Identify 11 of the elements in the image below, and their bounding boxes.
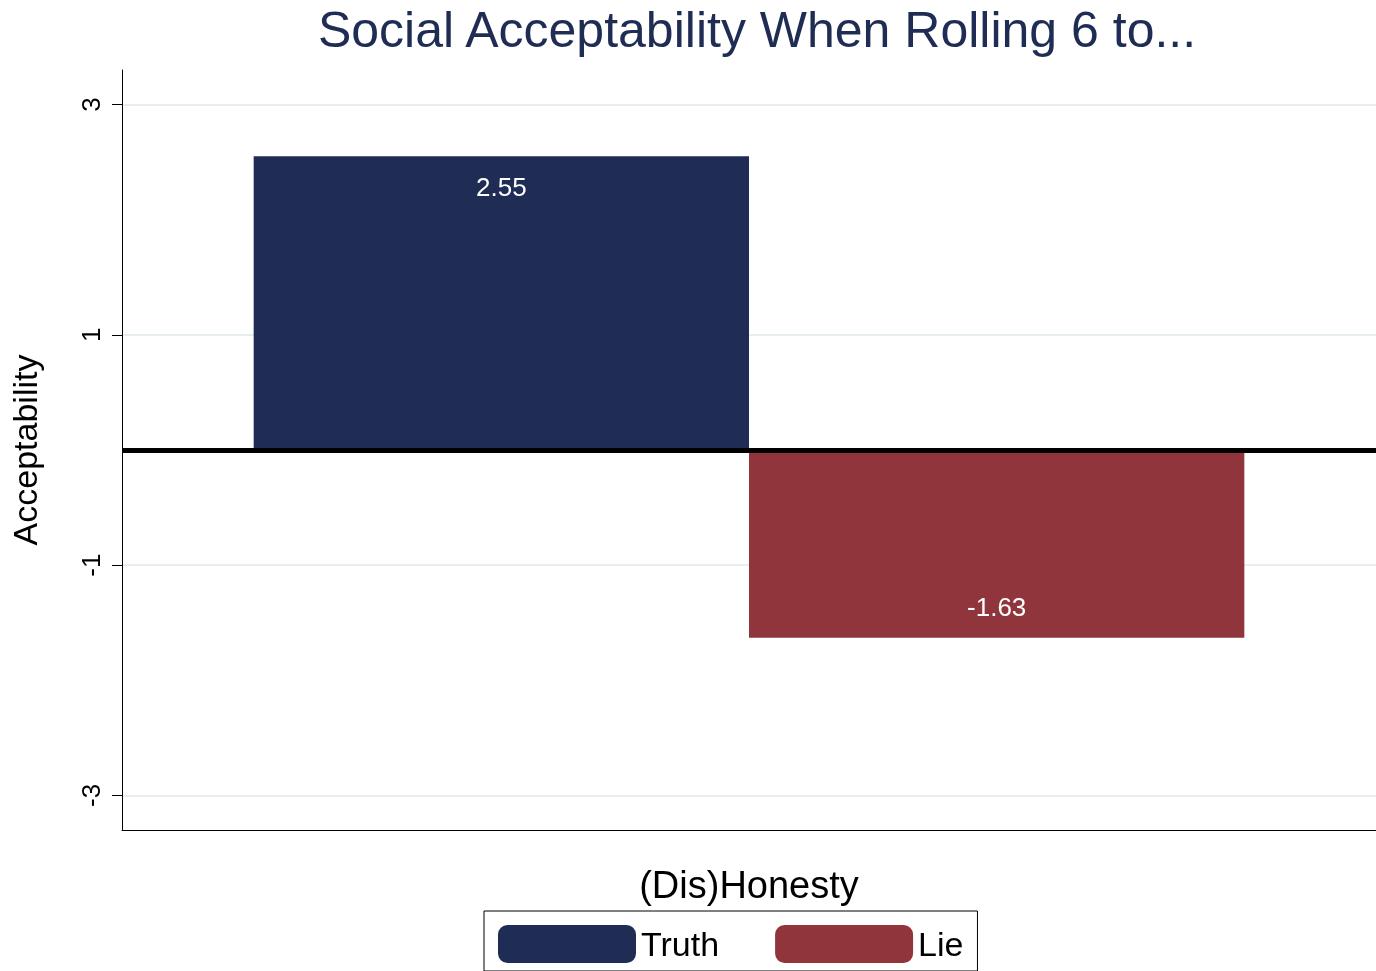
y-tick-label: 3 [76,97,106,112]
legend-label: Truth [641,925,720,963]
data-label: 2.55 [476,172,527,203]
y-tick-label: 1 [76,327,106,343]
chart-title: Social Acceptability When Rolling 6 to... [317,2,1197,58]
y-tick-label: -3 [76,783,106,808]
y-axis-title: Acceptability [6,354,44,546]
x-axis-title: (Dis)Honesty [639,864,859,906]
data-label: -1.63 [967,591,1027,622]
legend-label: Lie [918,925,964,963]
y-tick-label: -1 [76,553,106,577]
